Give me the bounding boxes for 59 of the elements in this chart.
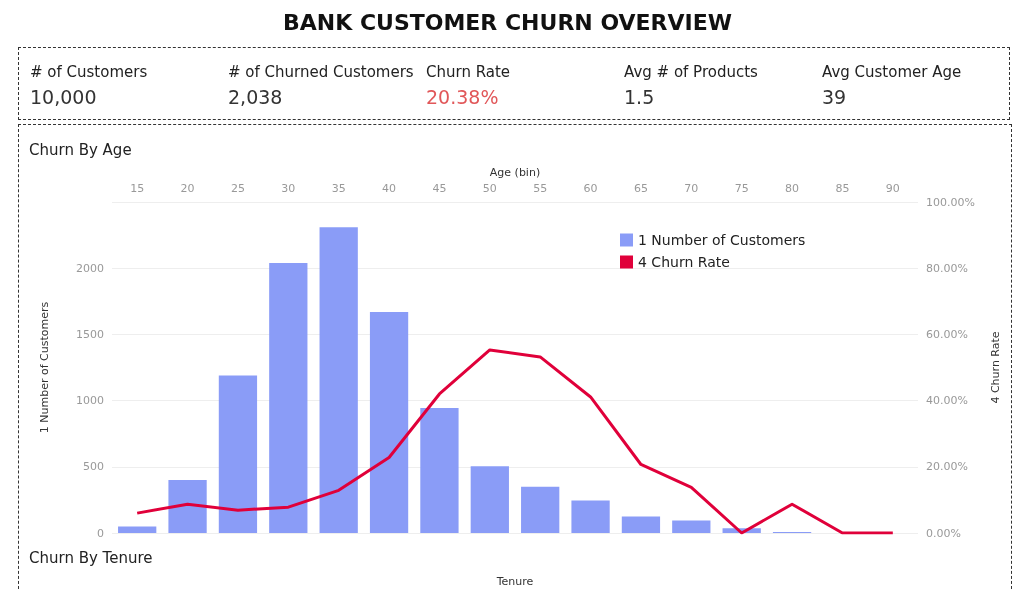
bar [621,516,661,533]
x-axis-title: Age (bin) [489,166,541,180]
category-label: Churn Rate [426,63,511,81]
category-label: Avg Customer Age [822,63,962,81]
bar [369,311,409,533]
y-tick-label: 1500 [76,327,104,341]
x-tick-label: 55 [533,182,548,195]
bar [571,500,610,533]
bar [420,407,459,533]
x-tick-label: 30 [281,182,296,195]
chart-title: Churn By Age [29,141,132,159]
x-tick-label: 75 [734,182,749,195]
y-tick-label: 0 [97,526,104,540]
bar [218,375,258,533]
y2-tick-label: 40.00% [926,394,968,408]
category-label: # of Customers [30,63,148,81]
text: Churn By Tenure [29,549,153,567]
bar [672,520,711,533]
text: 1.5 [624,86,655,108]
y-tick-label: 500 [83,460,104,474]
x-tick-label: 60 [583,182,598,195]
x-tick-label: 65 [633,182,648,195]
text: BANK CUSTOMER CHURN OVERVIEW [281,10,733,35]
x-tick-label: 40 [382,182,397,195]
x-tick-label: 25 [230,182,245,195]
text: Tenure [495,575,535,588]
text: 2,038 [228,86,283,108]
x-tick-label: 85 [835,182,850,195]
text: 20.38% [426,86,499,108]
bar [269,262,308,533]
x-tick-label: 20 [180,182,195,195]
x-tick-label: 70 [684,182,699,195]
y2-tick-label: 60.00% [926,327,968,341]
category-label: # of Churned Customers [228,63,414,81]
y2-axis-title: 4 Churn Rate [989,331,1002,404]
y2-tick-label: 0.00% [926,526,961,540]
y2-tick-label: 20.00% [926,460,968,474]
x-tick-label: 50 [482,182,497,195]
y2-tick-label: 80.00% [926,261,968,275]
y-tick-label: 2000 [76,261,104,275]
x-tick-label: 15 [130,182,145,195]
x-tick-label: 90 [885,182,900,195]
bar [168,480,207,533]
x-tick-label: 45 [432,182,447,195]
bar [118,526,157,533]
y-axis-title: 1 Number of Customers [38,301,51,434]
bar [521,486,560,533]
x-tick-label: 80 [785,182,800,195]
text: 10,000 [30,86,97,108]
y2-tick-label: 100.00% [926,195,975,209]
bar [319,227,358,533]
line-series [135,348,895,535]
legend-label: 4 Churn Rate [638,254,730,270]
legend-label: 1 Number of Customers [638,232,806,248]
x-tick-label: 35 [331,182,346,195]
y-tick-label: 1000 [76,394,104,408]
bar [470,466,509,533]
category-label: Avg # of Products [624,63,758,81]
text: 39 [822,86,847,108]
